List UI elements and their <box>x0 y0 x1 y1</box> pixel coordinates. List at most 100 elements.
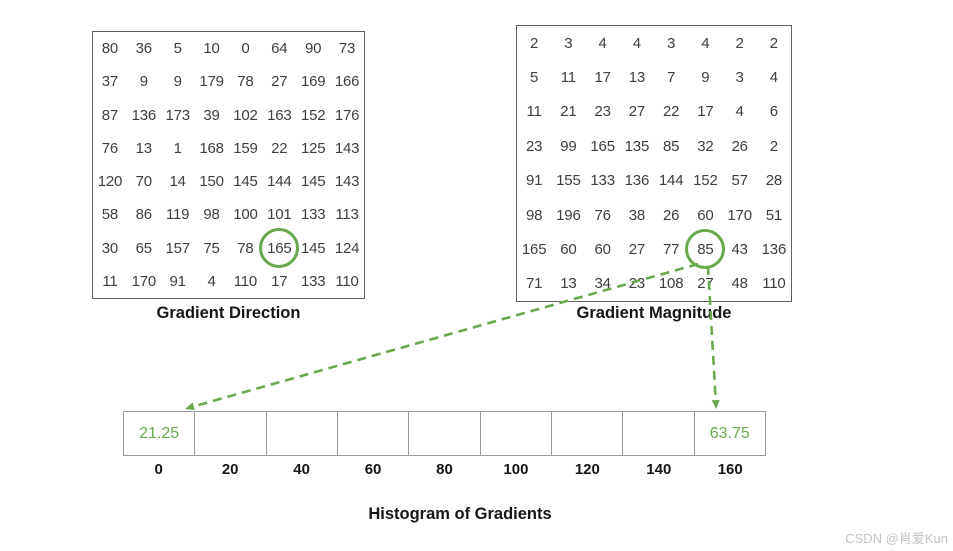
matrix-cell: 77 <box>662 240 680 258</box>
matrix-cell: 17 <box>271 272 288 290</box>
matrix-cell: 170 <box>727 206 752 224</box>
matrix-cell: 27 <box>697 275 714 293</box>
matrix-cell: 136 <box>624 172 650 190</box>
matrix-cell: 65 <box>135 239 152 257</box>
matrix-cell: 4 <box>735 103 744 121</box>
matrix-cell: 71 <box>525 275 543 293</box>
matrix-cell: 48 <box>731 275 748 293</box>
matrix-cell: 21 <box>560 103 577 121</box>
matrix-cell: 133 <box>300 272 326 290</box>
histogram-bin-labels: 0 20 40 60 80 100 120 140 160 <box>123 461 766 479</box>
matrix-cell: 100 <box>233 206 258 224</box>
histogram-bin <box>267 412 338 455</box>
matrix-cell: 64 <box>271 40 288 58</box>
matrix-cell: 5 <box>530 69 539 87</box>
matrix-cell: 165 <box>590 137 615 155</box>
matrix-cell: 76 <box>594 206 611 224</box>
matrix-cell: 143 <box>334 173 360 191</box>
matrix-cell: 34 <box>594 275 611 293</box>
matrix-cell: 5 <box>173 40 182 58</box>
histogram-bin-label: 100 <box>503 461 529 478</box>
watermark: CSDN @肖爱Kun <box>845 531 948 546</box>
histogram-bins: 21.25 63.75 <box>123 411 766 456</box>
histogram-bin-label: 60 <box>364 461 382 478</box>
matrix-cell: 136 <box>761 240 787 258</box>
histogram-bin: 21.25 <box>124 412 196 455</box>
matrix-cell: 179 <box>199 73 224 91</box>
matrix-cell: 78 <box>237 239 254 257</box>
matrix-cell: 9 <box>139 73 148 91</box>
matrix-cell: 136 <box>131 106 157 124</box>
matrix-cell: 9 <box>173 73 182 91</box>
matrix-cell: 113 <box>335 206 359 224</box>
matrix-cell: 13 <box>135 139 152 157</box>
matrix-cell: 73 <box>338 40 356 58</box>
matrix-cell: 85 <box>662 137 680 155</box>
matrix-cell: 3 <box>564 34 573 52</box>
matrix-cell-highlighted: 85 <box>688 232 722 266</box>
matrix-cell: 152 <box>693 172 718 190</box>
matrix-cell: 157 <box>165 239 190 257</box>
matrix-cell: 101 <box>267 206 292 224</box>
matrix-cell: 27 <box>628 103 646 121</box>
histogram-bin <box>481 412 552 455</box>
histogram-bin-label: 20 <box>221 461 239 478</box>
matrix-cell: 23 <box>594 103 611 121</box>
matrix-cell: 110 <box>335 272 359 290</box>
matrix-cell: 11 <box>102 272 118 290</box>
matrix-cell: 75 <box>203 239 220 257</box>
histogram-bin-value: 63.75 <box>709 424 750 442</box>
matrix-cell: 119 <box>166 206 190 224</box>
histogram-bin <box>195 412 267 455</box>
gradient-magnitude-matrix: 2 3 4 4 3 4 2 2 5 11 17 13 7 9 3 4 11 21 23 27 22 17 4 6 23 99 165… <box>516 25 792 302</box>
matrix-cell: 87 <box>101 106 119 124</box>
matrix-cell: 4 <box>207 272 216 290</box>
histogram-bin <box>409 412 481 455</box>
matrix-cell: 170 <box>131 272 157 290</box>
matrix-cell: 32 <box>697 137 714 155</box>
matrix-cell: 11 <box>526 103 542 121</box>
matrix-cell: 2 <box>769 34 778 52</box>
matrix-cell: 133 <box>590 172 615 190</box>
matrix-cell: 3 <box>735 69 744 87</box>
histogram-bin-label: 160 <box>717 461 743 478</box>
matrix-cell: 4 <box>701 34 710 52</box>
matrix-cell: 39 <box>203 106 220 124</box>
matrix-cell: 143 <box>334 139 360 157</box>
matrix-cell: 0 <box>241 40 250 58</box>
matrix-cell: 1 <box>173 139 182 157</box>
matrix-cell: 70 <box>135 173 152 191</box>
matrix-cell: 30 <box>101 239 119 257</box>
matrix-cell: 36 <box>135 40 152 58</box>
matrix-cell: 91 <box>169 272 186 290</box>
matrix-cell: 150 <box>199 173 224 191</box>
matrix-cell: 17 <box>594 69 611 87</box>
matrix-cell: 76 <box>101 139 119 157</box>
matrix-cell: 60 <box>697 206 714 224</box>
matrix-cell: 166 <box>334 73 360 91</box>
matrix-cell: 7 <box>667 69 676 87</box>
matrix-cell: 13 <box>628 69 646 87</box>
matrix-cell: 135 <box>624 137 650 155</box>
matrix-cell: 91 <box>525 172 543 190</box>
matrix-cell: 124 <box>334 239 360 257</box>
matrix-cell: 155 <box>556 172 581 190</box>
matrix-cell: 165 <box>521 240 547 258</box>
histogram-bin-label: 80 <box>436 461 453 478</box>
matrix-cell: 86 <box>135 206 152 224</box>
matrix-cell: 17 <box>697 103 714 121</box>
histogram-bin <box>552 412 624 455</box>
matrix-cell: 110 <box>762 275 786 293</box>
histogram-bin <box>623 412 695 455</box>
matrix-cell: 144 <box>267 173 292 191</box>
matrix-cell: 60 <box>560 240 577 258</box>
matrix-cell: 108 <box>658 275 684 293</box>
matrix-cell: 169 <box>300 73 326 91</box>
matrix-cell: 38 <box>628 206 646 224</box>
histogram-bin-label: 120 <box>574 461 600 478</box>
matrix-cell: 110 <box>233 272 258 290</box>
histogram-bin-value: 21.25 <box>139 424 180 442</box>
matrix-cell: 2 <box>769 137 778 155</box>
gradient-magnitude-title: Gradient Magnitude <box>576 304 732 322</box>
